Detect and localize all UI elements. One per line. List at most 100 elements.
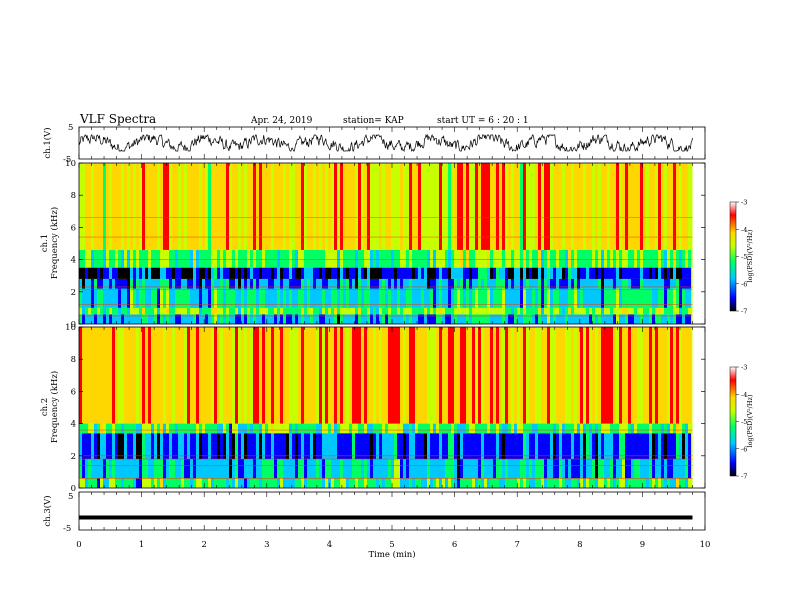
spectrogram-cell <box>166 459 169 479</box>
spectrogram-cell <box>160 327 163 424</box>
spectrogram-cell <box>685 478 688 488</box>
spectrogram-cell <box>151 478 154 488</box>
spectrogram-cell <box>238 478 241 488</box>
spectrogram-cell <box>442 459 445 479</box>
spectrogram-cell <box>646 433 649 460</box>
spectrogram-cell <box>271 327 274 424</box>
spectrogram-cell <box>208 327 211 424</box>
spectrogram-cell <box>115 267 118 279</box>
spectrogram-cell <box>553 478 556 488</box>
spectrogram-cell <box>577 478 580 488</box>
spectrogram-cell <box>625 478 628 488</box>
spectrogram-cell <box>430 433 433 460</box>
spectrogram-cell <box>679 478 682 488</box>
spectrogram-cell <box>460 478 463 488</box>
spectrogram-cell <box>208 423 211 434</box>
spectrogram-cell <box>187 307 190 315</box>
spectrogram-cell <box>193 314 196 324</box>
spectrogram-cell <box>466 314 469 324</box>
spectrogram-cell <box>232 307 235 315</box>
spectrogram-cell <box>457 267 460 279</box>
spectrogram-cell <box>514 249 517 268</box>
spectrogram-cell <box>325 423 328 434</box>
spectrogram-cell <box>220 314 223 324</box>
spectrogram-cell <box>505 267 508 279</box>
spectrogram-cell <box>298 423 301 434</box>
spectrogram-cell <box>328 307 331 315</box>
spectrogram-cell <box>613 163 616 250</box>
spectrogram-cell <box>547 288 550 308</box>
spectrogram-cell <box>283 249 286 268</box>
spectrogram-cell <box>385 423 388 434</box>
spectrogram-cell <box>406 267 409 279</box>
spectrogram-cell <box>310 478 313 488</box>
spectrogram-cell <box>292 278 295 289</box>
spectrogram-cell <box>268 478 271 488</box>
spectrogram-cell <box>331 433 334 460</box>
spectrogram-cell <box>535 433 538 460</box>
spectrogram-cell <box>559 249 562 268</box>
spectrogram-cell <box>556 459 559 479</box>
spectrogram-cell <box>601 423 604 434</box>
spectrogram-cell <box>556 478 559 488</box>
spectrogram-cell <box>607 433 610 460</box>
spectrogram-cell <box>667 433 670 460</box>
spectrogram-cell <box>208 314 211 324</box>
xtick-label: 3 <box>264 540 269 550</box>
spectrogram-cell <box>490 288 493 308</box>
spectrogram-cell <box>79 459 82 479</box>
spectrogram-cell <box>112 478 115 488</box>
spectrogram-cell <box>406 307 409 315</box>
spectrogram-cell <box>544 314 547 324</box>
spectrogram-cell <box>214 423 217 434</box>
spectrogram-cell <box>385 249 388 268</box>
spectrogram-cell <box>178 459 181 479</box>
spectrogram-cell <box>649 267 652 279</box>
spectrogram-cell <box>331 478 334 488</box>
spectrogram-cell <box>391 423 394 434</box>
spectrogram-cell <box>280 288 283 308</box>
spectrogram-cell <box>562 249 565 268</box>
spectrogram-cell <box>307 267 310 279</box>
spectrogram-cell <box>541 249 544 268</box>
spectrogram-cell <box>229 459 232 479</box>
spectrogram-cell <box>616 459 619 479</box>
spectrogram-cell <box>268 314 271 324</box>
spectrogram-cell <box>319 433 322 460</box>
spectrogram-cell <box>244 307 247 315</box>
spectrogram-cell <box>655 249 658 268</box>
spectrogram-cell <box>391 163 394 250</box>
spectrogram-cell <box>154 478 157 488</box>
spectrogram-cell <box>502 249 505 268</box>
spectrogram-cell <box>529 307 532 315</box>
spectrogram-cell <box>583 314 586 324</box>
ch1-frequency-ylabel: Frequency (kHz) <box>49 207 60 279</box>
spectrogram-cell <box>550 423 553 434</box>
spectrogram-cell <box>334 314 337 324</box>
spectrogram-cell <box>442 423 445 434</box>
spectrogram-cell <box>145 288 148 308</box>
spectrogram-cell <box>130 478 133 488</box>
spectrogram-cell <box>127 267 130 279</box>
spectrogram-cell <box>166 288 169 308</box>
spectrogram-cell <box>304 267 307 279</box>
spectrogram-cell <box>127 249 130 268</box>
spectrogram-cell <box>112 249 115 268</box>
spectrogram-cell <box>655 314 658 324</box>
spectrogram-cell <box>97 278 100 289</box>
spectrogram-cell <box>490 433 493 460</box>
spectrogram-cell <box>154 459 157 479</box>
spectrogram-cell <box>172 327 175 424</box>
spectrogram-cell <box>217 459 220 479</box>
spectrogram-cell <box>352 433 355 460</box>
spectrogram-cell <box>442 478 445 488</box>
spectrogram-cell <box>598 288 601 308</box>
spectrogram-cell <box>427 249 430 268</box>
spectrogram-cell <box>643 307 646 315</box>
spectrogram-cell <box>388 307 391 315</box>
spectrogram-cell <box>145 327 148 424</box>
spectrogram-cell <box>112 327 115 424</box>
spectrogram-cell <box>124 267 127 279</box>
spectrogram-cell <box>454 163 457 250</box>
spectrogram-cell <box>202 314 205 324</box>
